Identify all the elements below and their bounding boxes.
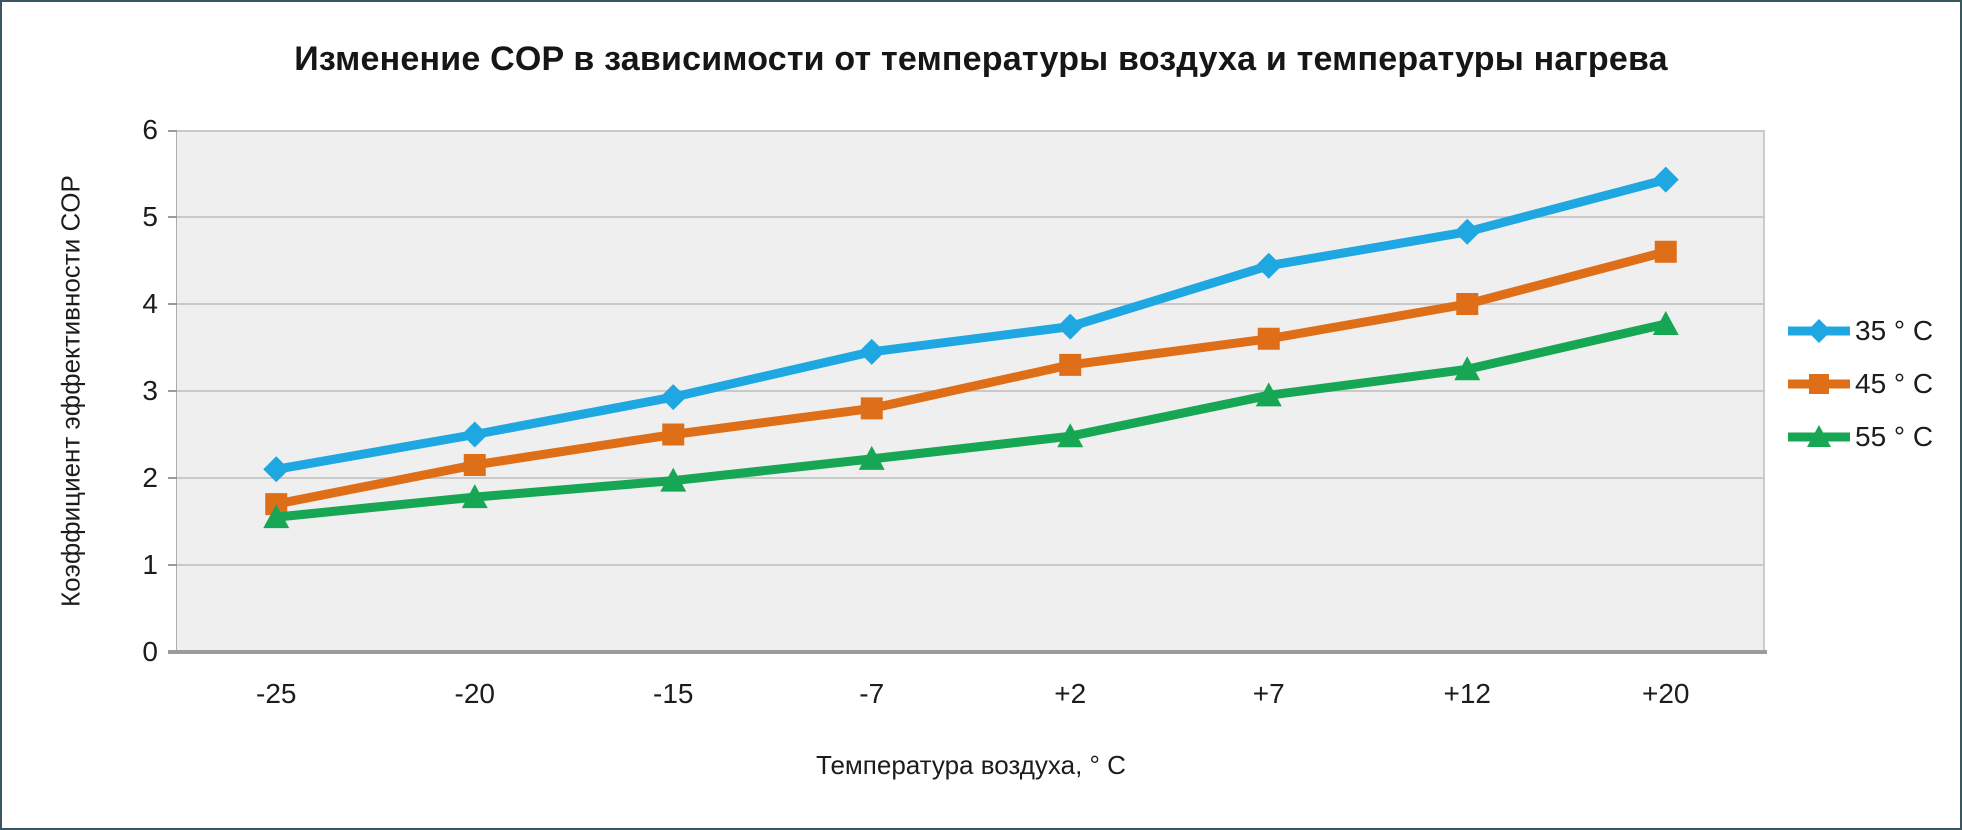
x-tick-label: +20 — [1642, 678, 1690, 709]
y-tick-label: 4 — [142, 288, 158, 319]
chart-title: Изменение COP в зависимости от температу… — [294, 40, 1668, 78]
series-marker-1 — [662, 423, 685, 446]
y-axis-tick — [168, 564, 177, 566]
y-axis-title: Коэффициент эффективности COP — [55, 175, 86, 607]
series-marker-2 — [1255, 382, 1282, 407]
series-marker-2 — [1652, 311, 1679, 336]
series-marker-0 — [1057, 313, 1084, 340]
series-marker-1 — [1654, 240, 1677, 263]
series-marker-0 — [461, 421, 488, 448]
legend-item: 45 ° C — [1788, 366, 1933, 402]
legend-label: 35 ° C — [1855, 315, 1934, 346]
series-marker-1 — [1059, 353, 1082, 376]
y-tick-label: 1 — [142, 549, 158, 580]
series-marker-2 — [461, 484, 488, 509]
y-tick-label: 0 — [142, 636, 158, 667]
y-axis-tick — [168, 651, 177, 653]
y-tick-label: 6 — [142, 114, 158, 145]
x-tick-label: +2 — [1054, 678, 1087, 709]
plot-area — [177, 130, 1765, 566]
series-marker-2 — [858, 445, 885, 470]
legend-label: 55 ° C — [1855, 421, 1934, 452]
x-tick-label: +12 — [1443, 678, 1492, 709]
x-tick-label: -20 — [454, 678, 495, 709]
series-marker-1 — [1456, 293, 1479, 315]
series-line-1 — [271, 247, 1671, 509]
x-axis-line — [168, 650, 1767, 654]
x-tick-label: +7 — [1252, 678, 1285, 709]
series-marker-1 — [463, 453, 486, 476]
y-tick-label: 2 — [142, 462, 158, 493]
y-axis-tick — [168, 216, 177, 218]
series-marker-1 — [1257, 327, 1280, 350]
series-marker-0 — [1255, 252, 1282, 279]
y-axis-tick — [168, 390, 177, 392]
series-marker-1 — [860, 397, 883, 420]
y-axis-tick — [168, 303, 177, 305]
series-marker-0 — [1454, 218, 1481, 245]
y-axis-tick — [168, 477, 177, 479]
series-marker-2 — [1454, 356, 1481, 381]
y-axis-tick — [168, 130, 177, 132]
x-tick-label: -7 — [859, 678, 885, 709]
series-marker-0 — [263, 456, 290, 483]
x-tick-label: -15 — [653, 678, 694, 709]
y-tick-label: 5 — [142, 201, 158, 232]
triangle-legend-icon — [1788, 425, 1850, 447]
series-marker-2 — [263, 504, 290, 529]
series-marker-0 — [660, 384, 687, 411]
series-line-0 — [271, 175, 1671, 474]
square-legend-icon — [1788, 374, 1850, 394]
series-marker-0 — [1652, 166, 1679, 193]
diamond-legend-icon — [1788, 319, 1850, 343]
y-tick-label: 3 — [142, 375, 158, 406]
series-marker-1 — [265, 493, 288, 516]
series-marker-2 — [1057, 423, 1084, 448]
series-marker-2 — [660, 467, 687, 492]
x-tick-label: -25 — [256, 678, 297, 709]
x-axis-title: Температура воздуха, ° C — [816, 750, 1126, 780]
series-line-2 — [271, 319, 1671, 522]
legend-item: 55 ° C — [1788, 419, 1933, 455]
legend-item: 35 ° C — [1788, 313, 1933, 349]
legend-label: 45 ° C — [1855, 368, 1934, 399]
legend: 35 ° C 45 ° C 55 ° C — [1788, 313, 1933, 455]
series-marker-0 — [858, 338, 885, 365]
